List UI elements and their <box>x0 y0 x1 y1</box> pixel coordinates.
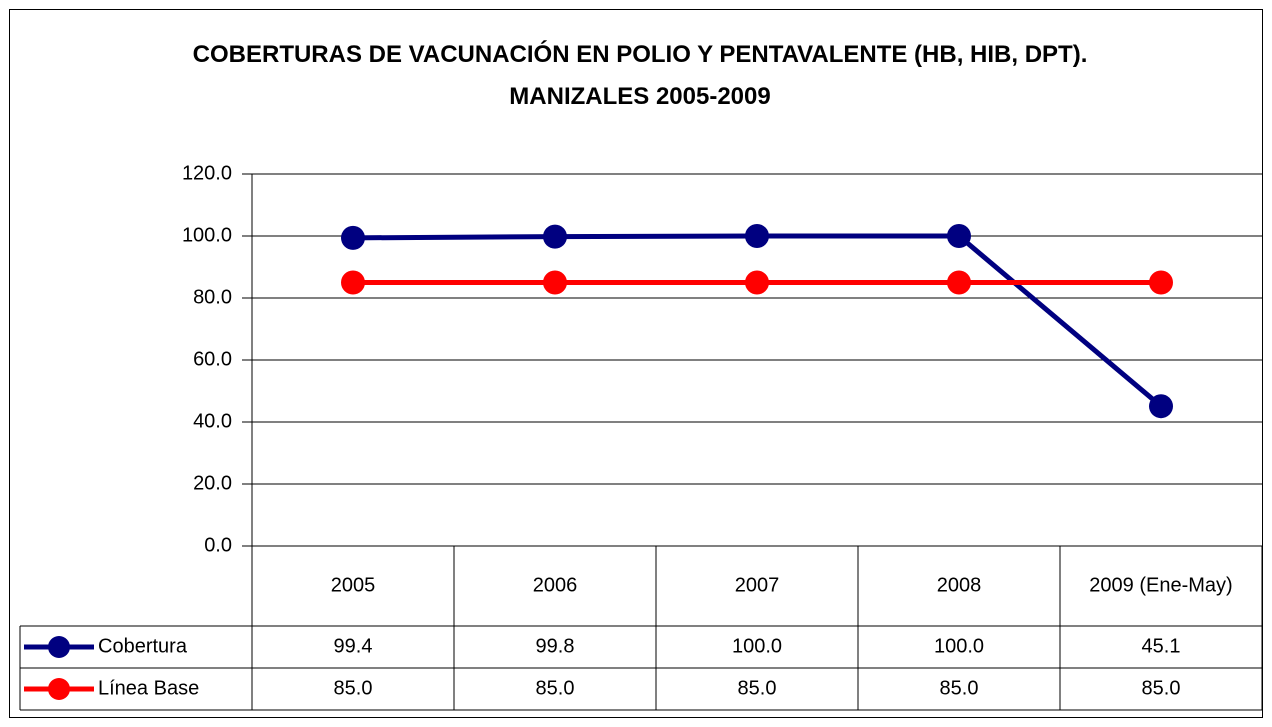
marker <box>745 270 769 295</box>
marker <box>1149 394 1173 419</box>
table-value: 100.0 <box>732 635 782 657</box>
x-tick-label: 2005 <box>331 574 376 596</box>
marker <box>543 270 567 295</box>
x-tick-label: 2007 <box>735 574 780 596</box>
table-value: 85.0 <box>536 677 575 699</box>
x-tick-label: 2009 (Ene-May) <box>1089 574 1232 596</box>
legend-marker <box>48 678 70 700</box>
legend-label: Línea Base <box>98 677 199 699</box>
table-value: 45.1 <box>1142 635 1181 657</box>
marker <box>341 270 365 295</box>
y-tick-label: 0.0 <box>204 534 232 556</box>
marker <box>543 224 567 249</box>
x-tick-label: 2008 <box>937 574 982 596</box>
marker <box>947 270 971 295</box>
chart-frame <box>9 9 1263 718</box>
table-value: 85.0 <box>738 677 777 699</box>
table-value: 99.8 <box>536 635 575 657</box>
legend-label: Cobertura <box>98 635 188 657</box>
x-tick-label: 2006 <box>533 574 578 596</box>
marker <box>341 225 365 250</box>
table-value: 85.0 <box>1142 677 1181 699</box>
y-tick-label: 60.0 <box>193 348 232 370</box>
y-tick-label: 100.0 <box>182 224 232 246</box>
table-value: 85.0 <box>334 677 373 699</box>
marker <box>1149 270 1173 295</box>
legend-marker <box>48 636 70 658</box>
y-tick-label: 120.0 <box>182 162 232 184</box>
y-tick-label: 40.0 <box>193 410 232 432</box>
table-value: 100.0 <box>934 635 984 657</box>
marker <box>947 224 971 248</box>
table-value: 85.0 <box>940 677 979 699</box>
marker <box>745 224 769 248</box>
chart-title: COBERTURAS DE VACUNACIÓN EN POLIO Y PENT… <box>192 41 1088 110</box>
y-tick-label: 20.0 <box>193 472 232 494</box>
y-tick-label: 80.0 <box>193 286 232 308</box>
table-value: 99.4 <box>334 635 373 657</box>
